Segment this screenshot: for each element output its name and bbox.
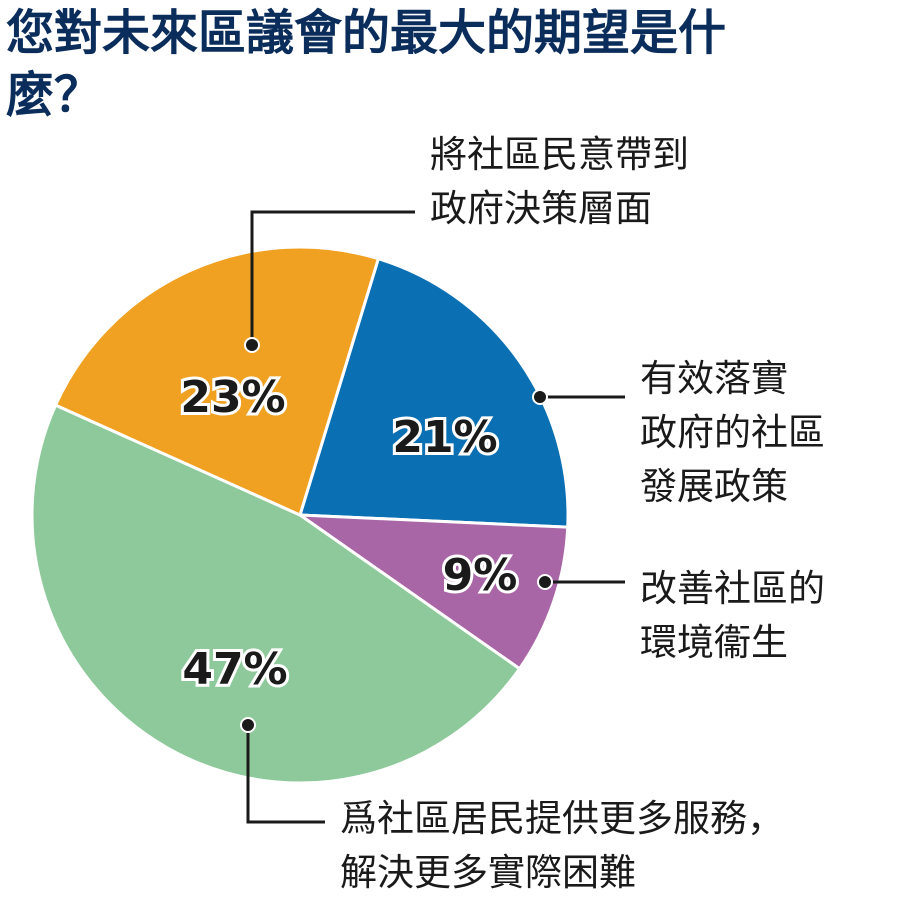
chart-title: 您對未來區議會的最大的期望是什麼？: [6, 5, 727, 123]
value-label: 9%: [443, 550, 518, 601]
category-label: 將社區民意帶到 政府決策層面: [430, 133, 689, 230]
pie-slice: [298, 256, 570, 529]
category-label: 有效落實 政府的社區 發展政策: [640, 357, 825, 508]
leader-line: [250, 210, 415, 345]
category-label: 爲社區居民提供更多服務， 解決更多實際困難: [340, 797, 784, 894]
value-label: 23%: [180, 372, 285, 423]
leader-dot: [240, 717, 256, 733]
value-label: 21%: [392, 412, 497, 463]
value-label: 47%: [182, 644, 287, 695]
leader-dot: [532, 389, 548, 405]
leader-dot: [244, 337, 260, 353]
leader-dot: [537, 574, 553, 590]
leader-line: [246, 725, 325, 824]
pie-slice: [30, 403, 522, 785]
category-label: 改善社區的 環境衞生: [640, 567, 825, 664]
pie-slice: [294, 513, 570, 671]
pie-slice: [53, 245, 381, 518]
